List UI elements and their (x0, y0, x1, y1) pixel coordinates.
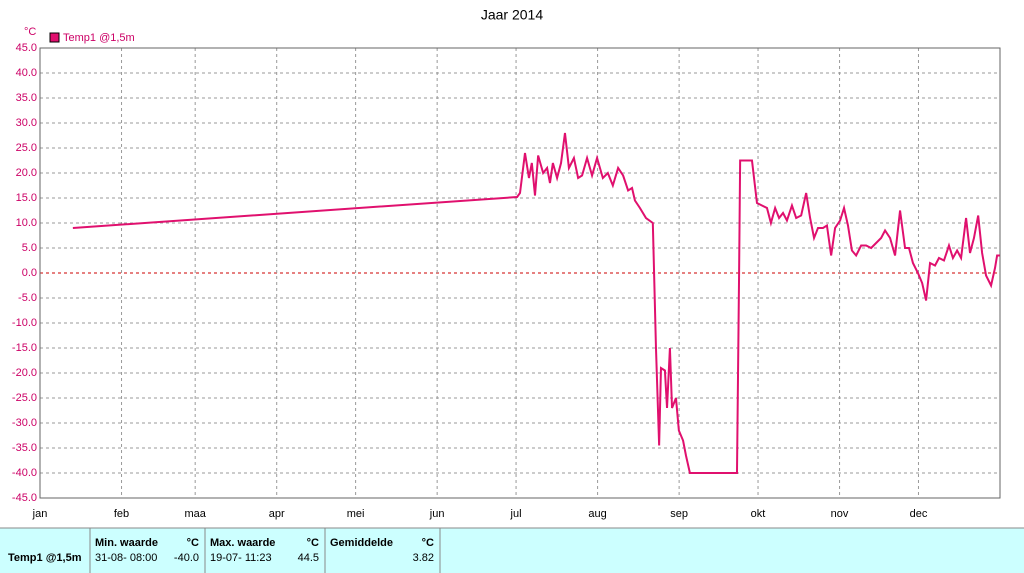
column-unit: °C (307, 537, 319, 549)
y-tick-label: 45.0 (16, 42, 37, 54)
x-tick-label: mei (347, 508, 365, 520)
x-tick-label: aug (588, 508, 606, 520)
y-tick-label: 10.0 (16, 217, 37, 229)
y-tick-label: 5.0 (22, 242, 37, 254)
y-tick-label: 40.0 (16, 67, 37, 79)
series-line (72, 132, 1000, 474)
plot-frame (39, 47, 1001, 499)
y-tick-label: 20.0 (16, 167, 37, 179)
x-tick-label: dec (910, 508, 928, 520)
x-tick-label: nov (831, 508, 849, 520)
stat-value: 44.5 (298, 552, 319, 564)
x-tick-label: maa (184, 508, 206, 520)
stats-background (0, 528, 1024, 573)
x-tick-label: okt (751, 508, 766, 520)
stat-time: 19-07- 11:23 (210, 552, 272, 564)
y-tick-label: 35.0 (16, 92, 37, 104)
y-tick-label: -45.0 (12, 492, 37, 504)
y-tick-label: 30.0 (16, 117, 37, 129)
x-tick-label: jun (429, 508, 445, 520)
x-tick-label: jul (510, 508, 522, 520)
y-tick-label: -35.0 (12, 442, 37, 454)
column-header: Min. waarde (95, 537, 158, 549)
y-tick-label: -20.0 (12, 367, 37, 379)
column-header: Max. waarde (210, 537, 275, 549)
x-tick-label: sep (670, 508, 688, 520)
stat-time: 31-08- 08:00 (95, 552, 157, 564)
column-unit: °C (187, 537, 199, 549)
chart-title: Jaar 2014 (481, 7, 543, 23)
legend-swatch (49, 32, 60, 43)
column-header: Gemiddelde (330, 537, 393, 549)
column-unit: °C (422, 537, 434, 549)
y-tick-label: 15.0 (16, 192, 37, 204)
y-tick-label: -40.0 (12, 467, 37, 479)
y-tick-label: 25.0 (16, 142, 37, 154)
x-tick-label: apr (269, 508, 285, 520)
y-tick-label: -5.0 (18, 292, 37, 304)
stat-value: 3.82 (413, 552, 434, 564)
stat-value: -40.0 (174, 552, 199, 564)
legend-label: Temp1 @1,5m (63, 32, 135, 44)
row-label: Temp1 @1,5m (8, 552, 82, 564)
y-tick-label: -15.0 (12, 342, 37, 354)
y-tick-label: 0.0 (22, 267, 37, 279)
x-tick-label: feb (114, 508, 129, 520)
y-unit: °C (24, 26, 36, 38)
y-tick-label: -30.0 (12, 417, 37, 429)
y-tick-label: -10.0 (12, 317, 37, 329)
y-tick-label: -25.0 (12, 392, 37, 404)
x-tick-label: jan (32, 508, 48, 520)
